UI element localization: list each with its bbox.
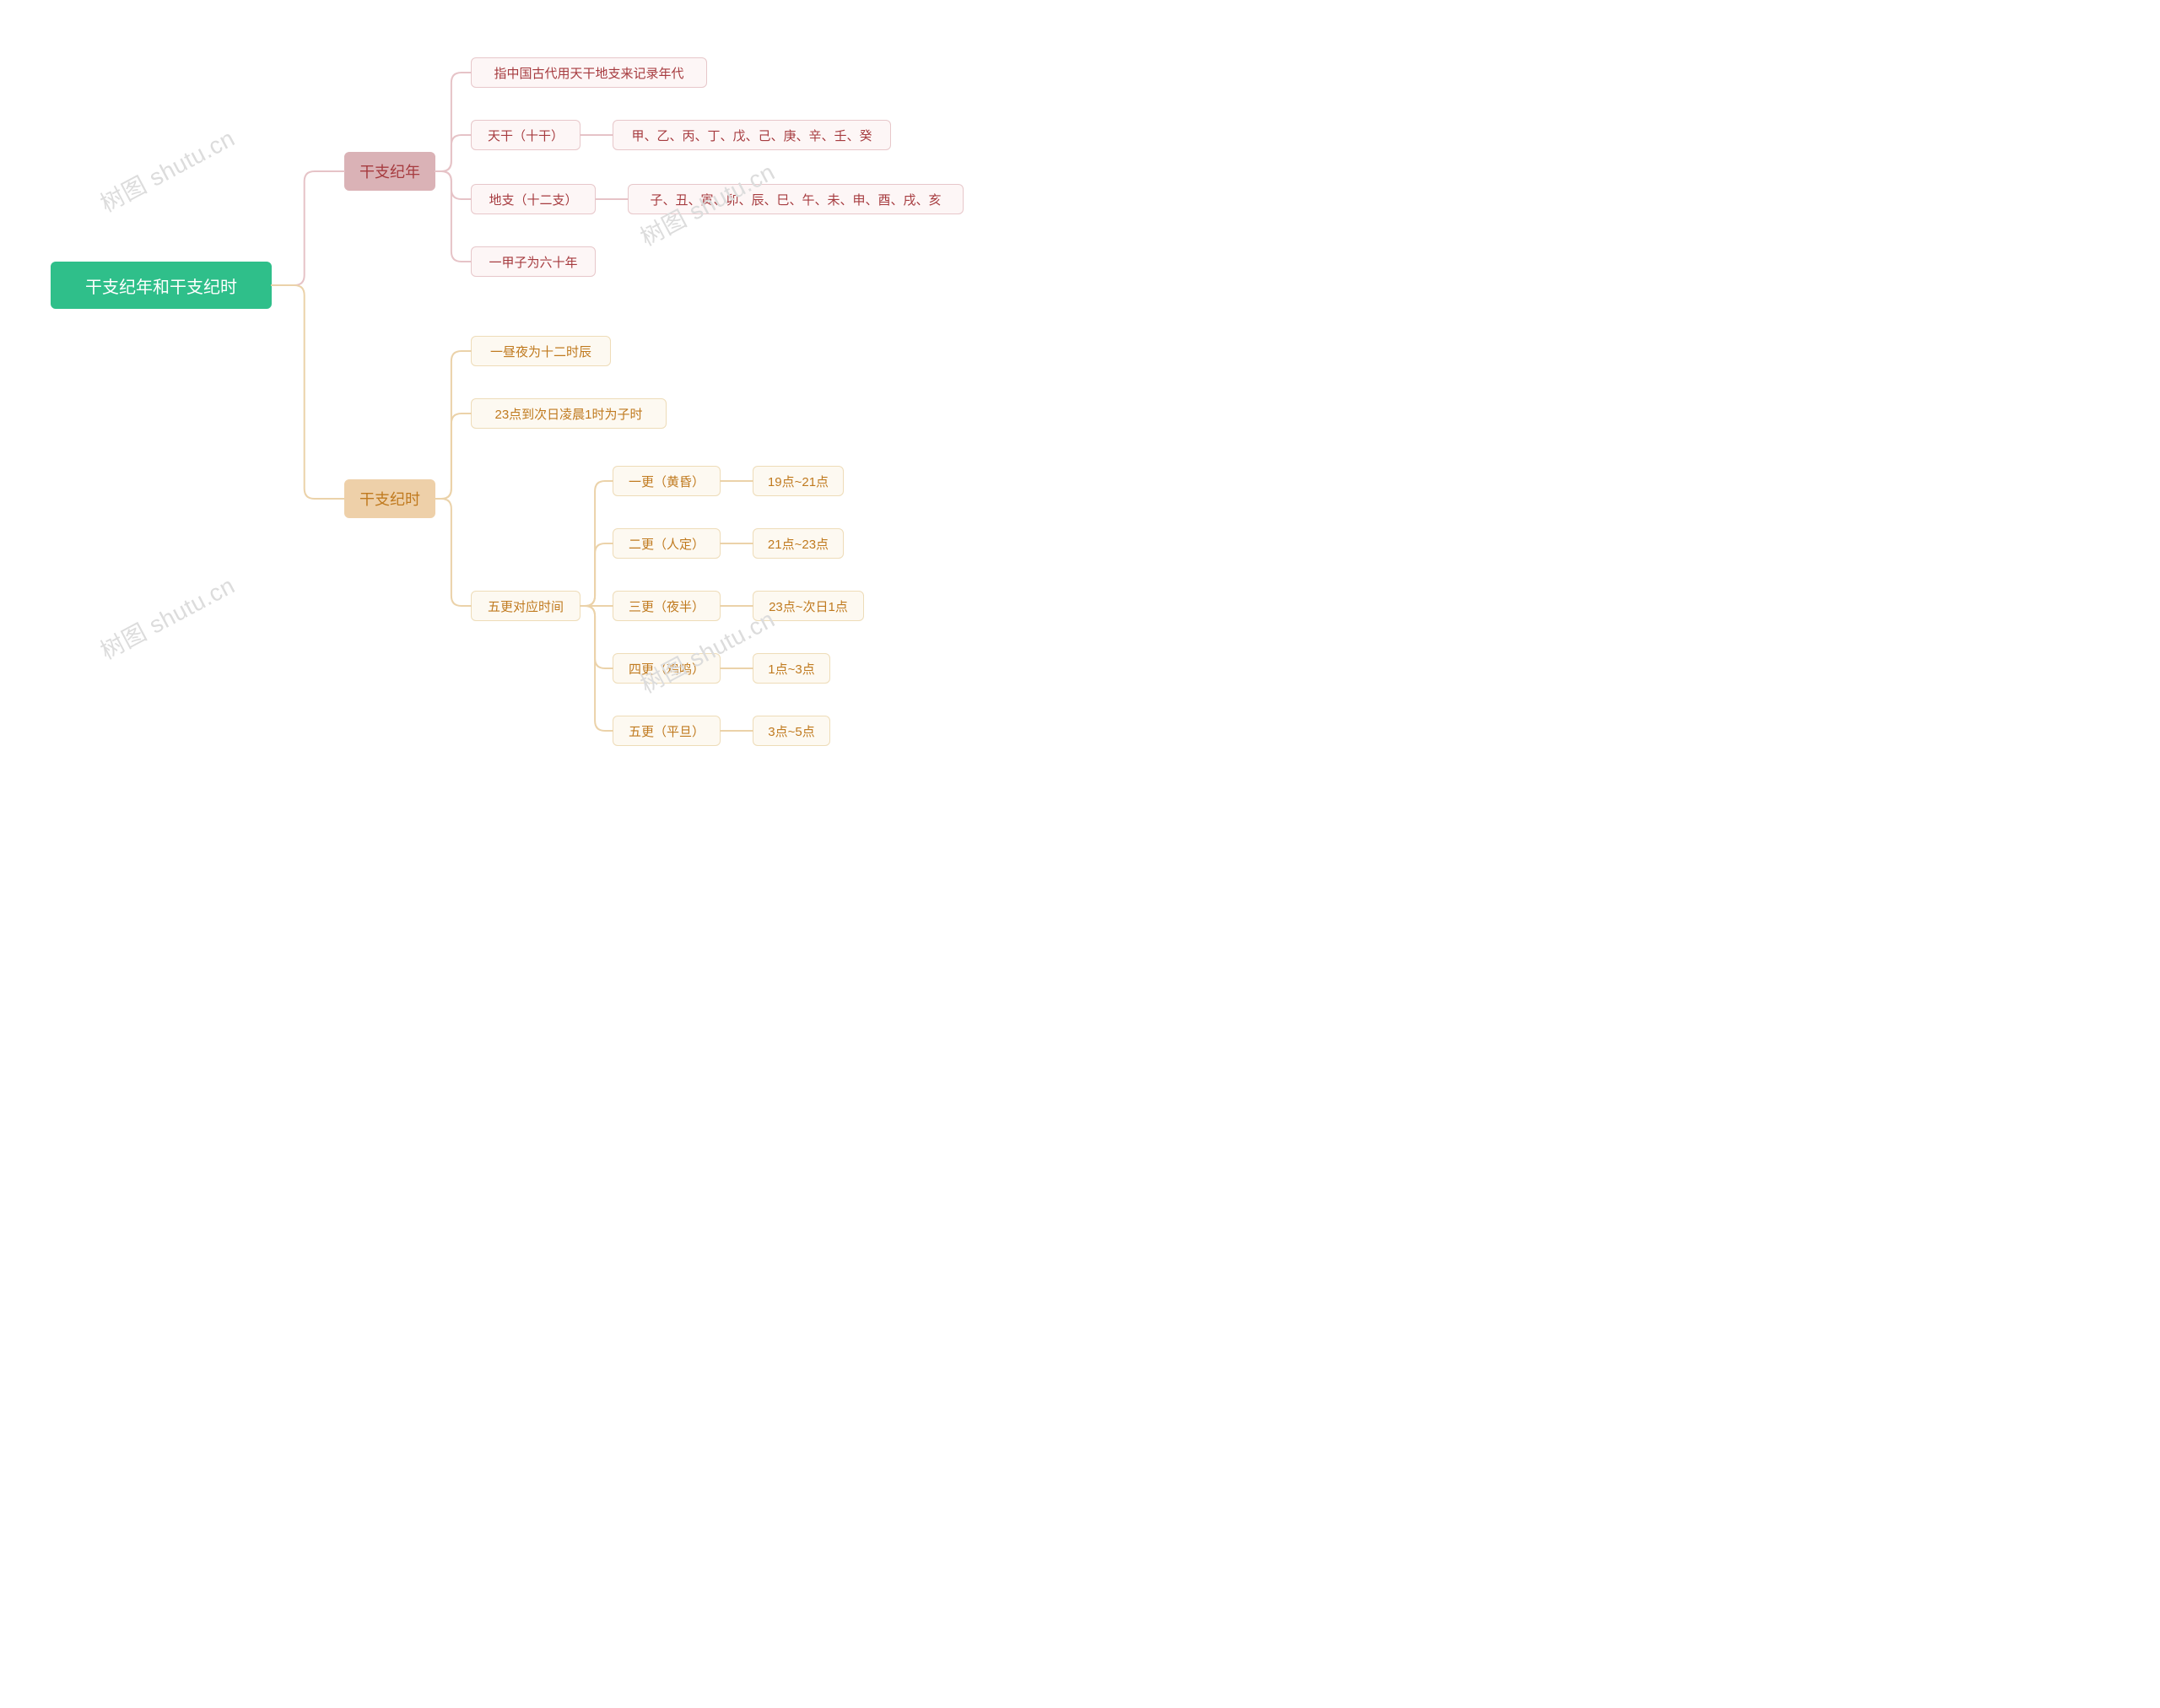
- mindmap-node: 一更（黄昏）: [613, 466, 721, 496]
- mindmap-node: 19点~21点: [753, 466, 844, 496]
- mindmap-node: 1点~3点: [753, 653, 830, 684]
- mindmap-node: 一昼夜为十二时辰: [471, 336, 611, 366]
- mindmap-node: 干支纪年和干支纪时: [51, 262, 272, 309]
- mindmap-node: 指中国古代用天干地支来记录年代: [471, 57, 707, 88]
- mindmap-node: 二更（人定）: [613, 528, 721, 559]
- mindmap-node: 天干（十干）: [471, 120, 580, 150]
- mindmap-node: 子、丑、寅、卯、辰、巳、午、未、申、酉、戌、亥: [628, 184, 964, 214]
- watermark: 树图 shutu.cn: [94, 120, 240, 219]
- mindmap-node: 甲、乙、丙、丁、戊、己、庚、辛、壬、癸: [613, 120, 891, 150]
- mindmap-node: 五更对应时间: [471, 591, 580, 621]
- watermark: 树图 shutu.cn: [94, 567, 240, 667]
- mindmap-node: 干支纪年: [344, 152, 435, 191]
- mindmap-node: 21点~23点: [753, 528, 844, 559]
- mindmap-node: 地支（十二支）: [471, 184, 596, 214]
- mindmap-node: 四更（鸡鸣）: [613, 653, 721, 684]
- mindmap-node: 23点到次日凌晨1时为子时: [471, 398, 667, 429]
- mindmap-node: 3点~5点: [753, 716, 830, 746]
- mindmap-node: 一甲子为六十年: [471, 246, 596, 277]
- mindmap-node: 干支纪时: [344, 479, 435, 518]
- mindmap-node: 五更（平旦）: [613, 716, 721, 746]
- mindmap-node: 23点~次日1点: [753, 591, 864, 621]
- mindmap-node: 三更（夜半）: [613, 591, 721, 621]
